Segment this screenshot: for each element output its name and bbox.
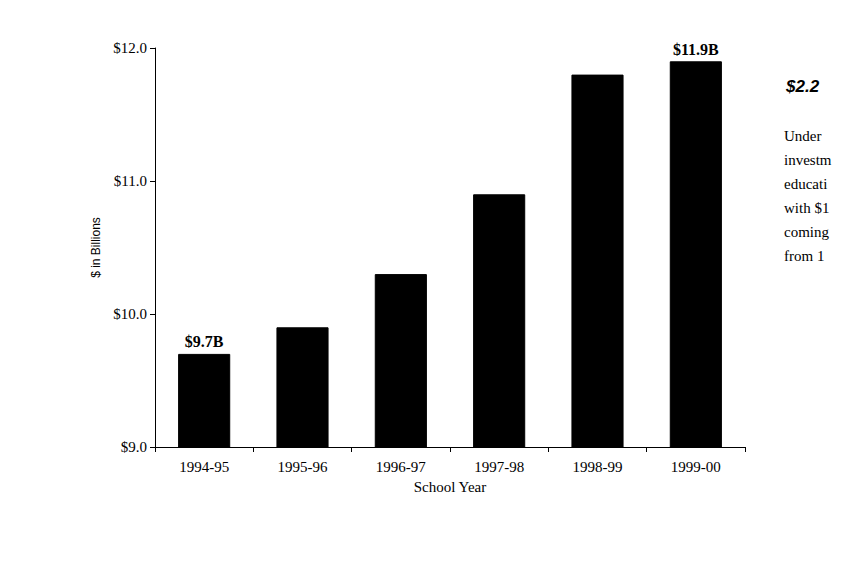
svg-text:$11.0: $11.0 [114, 173, 147, 189]
svg-text:educati: educati [784, 176, 827, 192]
svg-text:Under: Under [784, 128, 822, 144]
svg-text:1998-99: 1998-99 [573, 459, 623, 475]
svg-text:investm: investm [784, 152, 832, 168]
svg-text:$2.2: $2.2 [785, 77, 820, 96]
svg-text:$12.0: $12.0 [113, 40, 147, 56]
svg-text:1999-00: 1999-00 [671, 459, 721, 475]
svg-text:1995-96: 1995-96 [278, 459, 328, 475]
svg-text:1996-97: 1996-97 [376, 459, 426, 475]
svg-text:coming: coming [784, 224, 829, 240]
svg-text:$10.0: $10.0 [113, 306, 147, 322]
svg-text:$ in Billions: $ in Billions [89, 217, 103, 278]
svg-text:School Year: School Year [414, 479, 487, 495]
svg-text:with $1: with $1 [784, 200, 829, 216]
svg-text:$9.0: $9.0 [121, 439, 147, 455]
svg-text:$9.7B: $9.7B [185, 333, 224, 350]
svg-text:1994-95: 1994-95 [179, 459, 229, 475]
svg-text:from 1: from 1 [784, 248, 824, 264]
svg-text:$11.9B: $11.9B [673, 41, 719, 58]
svg-text:1997-98: 1997-98 [474, 459, 524, 475]
